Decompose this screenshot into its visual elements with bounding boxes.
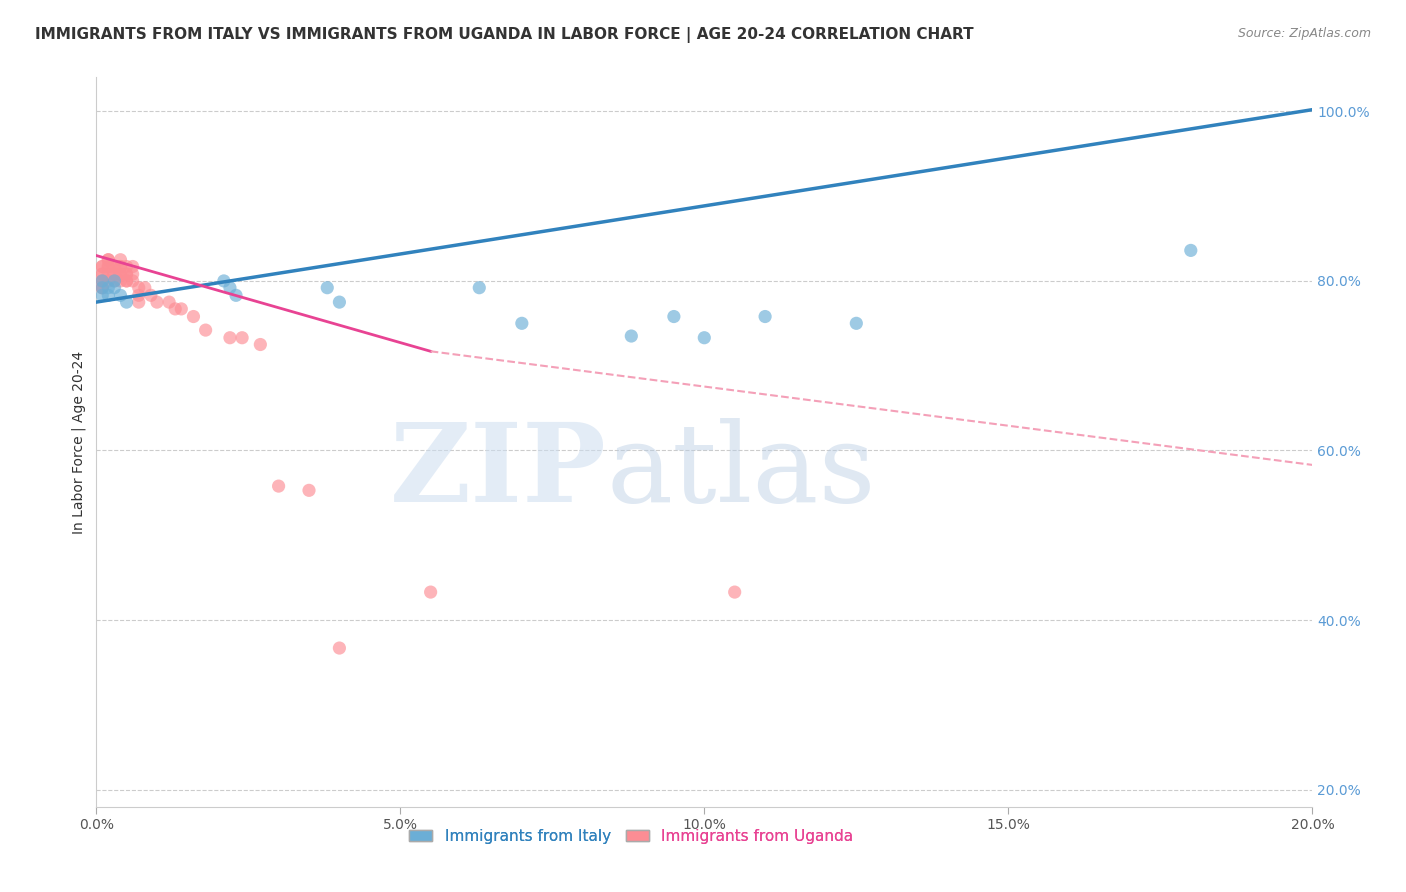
Point bbox=[328, 295, 350, 310]
Point bbox=[103, 267, 125, 281]
Point bbox=[103, 260, 125, 274]
Point bbox=[267, 479, 290, 493]
Point bbox=[103, 267, 125, 281]
Point bbox=[110, 267, 132, 281]
Point bbox=[115, 267, 138, 281]
Point bbox=[121, 260, 143, 274]
Point bbox=[91, 260, 114, 274]
Point bbox=[110, 267, 132, 281]
Point bbox=[110, 252, 132, 267]
Point bbox=[662, 310, 685, 324]
Point bbox=[121, 274, 143, 288]
Point bbox=[316, 281, 339, 295]
Point bbox=[225, 288, 247, 302]
Point bbox=[139, 288, 162, 302]
Legend: Immigrants from Italy, Immigrants from Uganda: Immigrants from Italy, Immigrants from U… bbox=[404, 822, 859, 850]
Point bbox=[97, 288, 120, 302]
Point bbox=[212, 274, 235, 288]
Point bbox=[128, 281, 150, 295]
Point bbox=[115, 295, 138, 310]
Point bbox=[128, 295, 150, 310]
Point bbox=[157, 295, 180, 310]
Point bbox=[170, 301, 193, 316]
Point bbox=[298, 483, 321, 498]
Text: ZIP: ZIP bbox=[391, 417, 607, 524]
Point bbox=[183, 310, 205, 324]
Point bbox=[128, 288, 150, 302]
Point bbox=[219, 281, 242, 295]
Point bbox=[845, 316, 868, 330]
Point bbox=[103, 274, 125, 288]
Point bbox=[115, 274, 138, 288]
Text: Source: ZipAtlas.com: Source: ZipAtlas.com bbox=[1237, 27, 1371, 40]
Point bbox=[91, 274, 114, 288]
Point bbox=[110, 260, 132, 274]
Point bbox=[724, 585, 747, 599]
Point bbox=[115, 260, 138, 274]
Point bbox=[249, 337, 271, 351]
Point bbox=[510, 316, 533, 330]
Point bbox=[115, 267, 138, 281]
Point bbox=[97, 274, 120, 288]
Point bbox=[693, 331, 716, 345]
Point bbox=[121, 267, 143, 281]
Point bbox=[91, 281, 114, 295]
Point bbox=[110, 260, 132, 274]
Point bbox=[91, 281, 114, 295]
Point bbox=[97, 260, 120, 274]
Point bbox=[91, 267, 114, 281]
Text: IMMIGRANTS FROM ITALY VS IMMIGRANTS FROM UGANDA IN LABOR FORCE | AGE 20-24 CORRE: IMMIGRANTS FROM ITALY VS IMMIGRANTS FROM… bbox=[35, 27, 974, 43]
Text: atlas: atlas bbox=[607, 417, 876, 524]
Point bbox=[91, 274, 114, 288]
Point bbox=[620, 329, 643, 343]
Point bbox=[468, 281, 491, 295]
Point bbox=[754, 310, 776, 324]
Point bbox=[328, 641, 350, 656]
Point bbox=[419, 585, 441, 599]
Point bbox=[97, 281, 120, 295]
Point bbox=[103, 274, 125, 288]
Point bbox=[231, 331, 253, 345]
Point bbox=[97, 252, 120, 267]
Point bbox=[1180, 244, 1202, 258]
Point bbox=[91, 260, 114, 274]
Point bbox=[146, 295, 169, 310]
Point bbox=[97, 252, 120, 267]
Point bbox=[97, 267, 120, 281]
Point bbox=[91, 267, 114, 281]
Y-axis label: In Labor Force | Age 20-24: In Labor Force | Age 20-24 bbox=[72, 351, 86, 533]
Point bbox=[115, 274, 138, 288]
Point bbox=[194, 323, 217, 337]
Point bbox=[91, 281, 114, 295]
Point bbox=[103, 281, 125, 295]
Point bbox=[165, 301, 187, 316]
Point bbox=[134, 281, 156, 295]
Point bbox=[91, 274, 114, 288]
Point bbox=[219, 331, 242, 345]
Point bbox=[110, 274, 132, 288]
Point bbox=[110, 288, 132, 302]
Point bbox=[91, 288, 114, 302]
Point bbox=[97, 260, 120, 274]
Point bbox=[103, 260, 125, 274]
